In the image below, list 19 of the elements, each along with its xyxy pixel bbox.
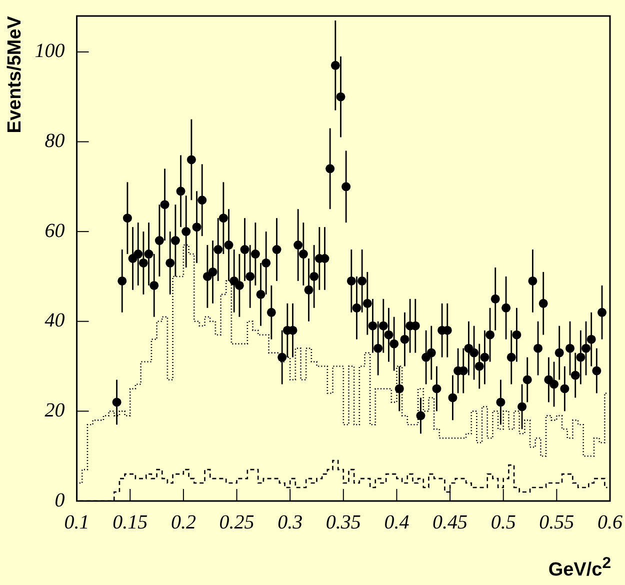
x-axis-title: GeV/c$^{2}$ bbox=[548, 554, 611, 581]
x-tick-label: 0.1 bbox=[64, 511, 90, 534]
x-tick-label: 0.6 bbox=[598, 511, 622, 534]
x-tick-label: 0.4 bbox=[384, 511, 410, 534]
x-tick-label: 0.5 bbox=[490, 511, 516, 534]
x-tick-label: 0.2 bbox=[170, 511, 196, 534]
y-tick-label: 40 bbox=[44, 310, 65, 332]
x-tick-label: 0.45 bbox=[432, 511, 468, 534]
y-tick-label: 20 bbox=[44, 399, 65, 422]
y-tick-label: 100 bbox=[34, 40, 65, 62]
x-tick-label: 0.15 bbox=[112, 511, 148, 534]
y-tick-label: 60 bbox=[44, 220, 65, 242]
x-tick-label: 0.55 bbox=[539, 511, 574, 534]
x-tick-label: 0.25 bbox=[219, 511, 254, 534]
y-axis-title: Events/5MeV bbox=[4, 16, 26, 134]
y-tick-label: 80 bbox=[44, 130, 65, 152]
x-tick-label: 0.35 bbox=[326, 511, 361, 534]
x-tick-label: 0.3 bbox=[278, 511, 303, 534]
y-tick-label: 0 bbox=[54, 489, 65, 512]
